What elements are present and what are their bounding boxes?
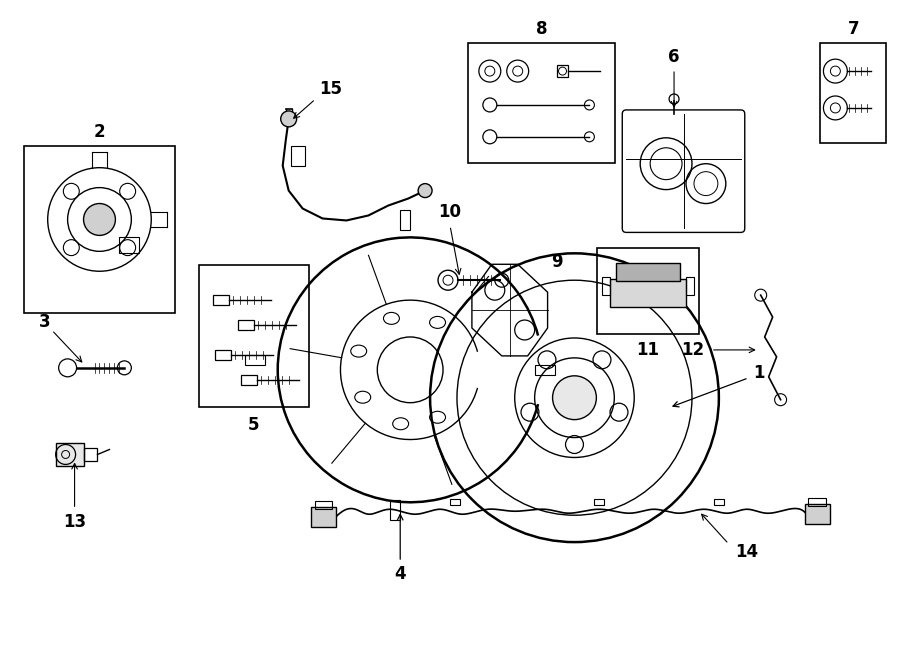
Bar: [215, 350, 231, 360]
Bar: [23, 146, 176, 313]
Bar: [714, 499, 724, 505]
Bar: [310, 507, 337, 527]
Bar: [400, 210, 410, 230]
Bar: [686, 277, 694, 295]
Text: 15: 15: [319, 80, 342, 98]
Bar: [391, 500, 401, 520]
Bar: [120, 237, 140, 253]
Text: 12: 12: [681, 341, 705, 359]
Text: 1: 1: [753, 364, 764, 382]
Text: 8: 8: [536, 20, 547, 38]
Bar: [199, 265, 309, 407]
Text: 2: 2: [94, 123, 105, 141]
Bar: [241, 375, 256, 385]
Bar: [238, 320, 254, 330]
Bar: [315, 501, 332, 509]
Bar: [616, 263, 680, 281]
Text: 11: 11: [636, 341, 660, 359]
Bar: [821, 43, 886, 143]
Text: 9: 9: [552, 253, 563, 271]
Text: 14: 14: [735, 543, 759, 561]
Bar: [245, 355, 266, 365]
Bar: [594, 499, 604, 505]
Text: 3: 3: [39, 313, 50, 331]
Text: 4: 4: [394, 565, 406, 583]
Bar: [291, 146, 304, 166]
Bar: [56, 442, 84, 467]
Bar: [602, 277, 610, 295]
Bar: [808, 498, 826, 506]
Bar: [213, 295, 229, 305]
Text: 10: 10: [438, 204, 462, 221]
Bar: [805, 504, 831, 524]
Circle shape: [281, 111, 297, 127]
Text: 7: 7: [848, 20, 860, 38]
Bar: [610, 279, 686, 307]
Bar: [536, 365, 555, 375]
Bar: [556, 65, 569, 77]
Bar: [450, 499, 460, 505]
Bar: [84, 447, 97, 461]
Circle shape: [418, 184, 432, 198]
Bar: [468, 43, 616, 163]
Text: 13: 13: [63, 513, 86, 531]
Circle shape: [553, 376, 597, 420]
Text: 5: 5: [248, 416, 259, 434]
Bar: [598, 249, 699, 334]
Circle shape: [84, 204, 115, 235]
Text: 6: 6: [669, 48, 680, 66]
